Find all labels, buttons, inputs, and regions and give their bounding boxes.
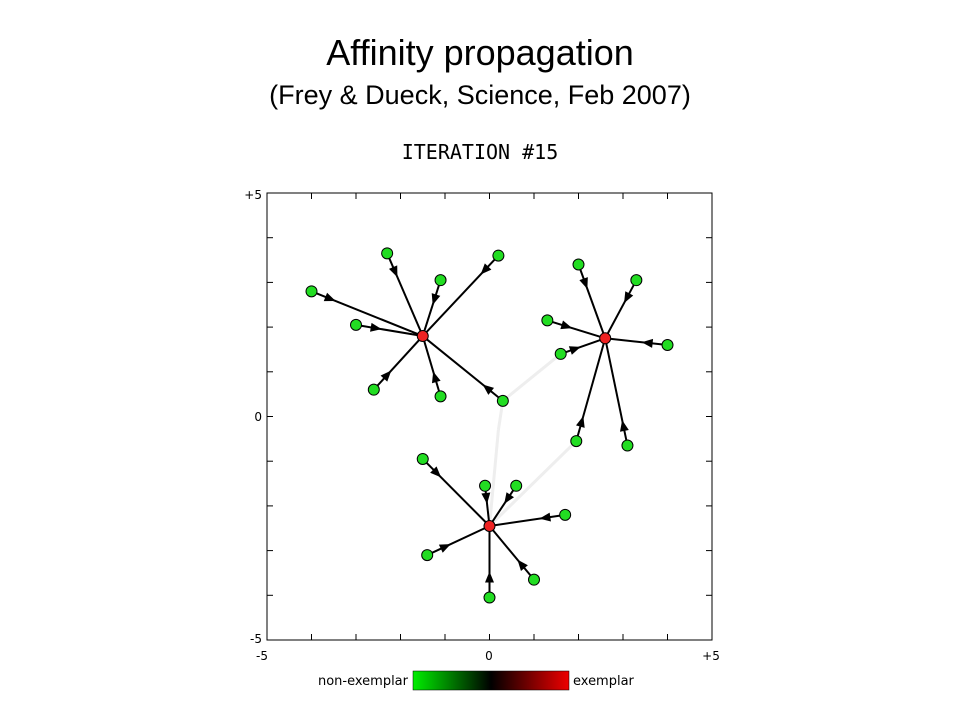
assignment-edge (422, 458, 491, 527)
arrowhead (568, 346, 581, 355)
legend-right-label: exemplar (573, 674, 635, 689)
non-exemplar-point (350, 318, 362, 331)
arrowhead (480, 263, 492, 275)
legend-colorbar (412, 670, 570, 691)
non-exemplar-point (381, 247, 394, 260)
non-exemplar-point (483, 591, 496, 604)
assignment-edge (426, 525, 490, 556)
assignment-edge (605, 337, 668, 346)
assignment-edges (311, 252, 668, 598)
page-subtitle: (Frey & Dueck, Science, Feb 2007) (269, 80, 691, 110)
legend-left-label: non-exemplar (318, 674, 409, 689)
non-exemplar-point (434, 390, 447, 403)
non-exemplar-point (559, 508, 572, 521)
non-exemplar-point (510, 479, 523, 492)
assignment-edge (488, 485, 518, 527)
arrowhead (388, 265, 398, 278)
assignment-edge (577, 264, 607, 339)
non-exemplar-point (528, 573, 540, 586)
assignment-edge (484, 485, 491, 527)
arrowhead (624, 291, 634, 304)
arrowhead (438, 544, 451, 553)
assignment-edge (604, 279, 638, 339)
y-tick-top: +5 (244, 188, 262, 202)
assignment-edge (547, 319, 606, 340)
assignment-edge (489, 513, 566, 528)
exemplar-point (416, 330, 429, 343)
weak-link (488, 440, 578, 528)
non-exemplar-point (570, 435, 583, 448)
arrowhead (430, 466, 442, 478)
arrowhead (431, 371, 441, 384)
arrowhead (504, 492, 515, 504)
axis-ticks (267, 193, 712, 640)
weak-links (488, 352, 578, 528)
page-title: Affinity propagation (326, 32, 634, 73)
arrowhead (619, 420, 629, 432)
arrowhead (481, 492, 491, 504)
arrowhead (576, 416, 585, 428)
non-exemplar-point (496, 394, 509, 407)
x-tick-left: -5 (256, 649, 268, 663)
exemplar-point (483, 520, 496, 533)
non-exemplar-point (554, 347, 567, 360)
arrowhead (641, 338, 654, 348)
iteration-label: ITERATION #15 (401, 140, 559, 164)
non-exemplar-point (305, 285, 318, 298)
data-points (305, 247, 674, 604)
x-tick-mid: 0 (485, 649, 493, 663)
assignment-edge (560, 337, 606, 355)
non-exemplar-point (572, 258, 585, 271)
arrowhead (323, 292, 336, 302)
arrowhead (560, 320, 573, 330)
arrowhead (370, 322, 382, 332)
non-exemplar-point (479, 479, 492, 492)
non-exemplar-point (421, 549, 434, 562)
exemplar-point (599, 332, 612, 345)
y-tick-bottom: -5 (250, 632, 262, 646)
weak-link (488, 429, 500, 527)
non-exemplar-point (434, 274, 447, 287)
arrowhead (579, 277, 588, 289)
x-tick-right: +5 (702, 649, 720, 663)
arrowhead (482, 384, 495, 395)
non-exemplar-point (621, 439, 634, 452)
arrowhead (539, 512, 551, 522)
non-exemplar-point (492, 249, 505, 262)
non-exemplar-point (541, 314, 554, 327)
non-exemplar-point (367, 383, 380, 396)
y-tick-mid: 0 (254, 410, 262, 424)
non-exemplar-point (661, 338, 674, 351)
assignment-edge (421, 279, 442, 337)
assignment-edge (373, 335, 424, 391)
non-exemplar-point (630, 274, 643, 287)
assignment-edge (488, 525, 535, 581)
arrowhead (380, 370, 392, 382)
arrowhead (485, 571, 494, 583)
non-exemplar-point (416, 452, 429, 465)
assignment-edge (421, 335, 442, 397)
assignment-edge (355, 323, 423, 338)
arrowhead (517, 559, 528, 571)
arrowhead (431, 293, 441, 305)
weak-link (501, 352, 562, 403)
